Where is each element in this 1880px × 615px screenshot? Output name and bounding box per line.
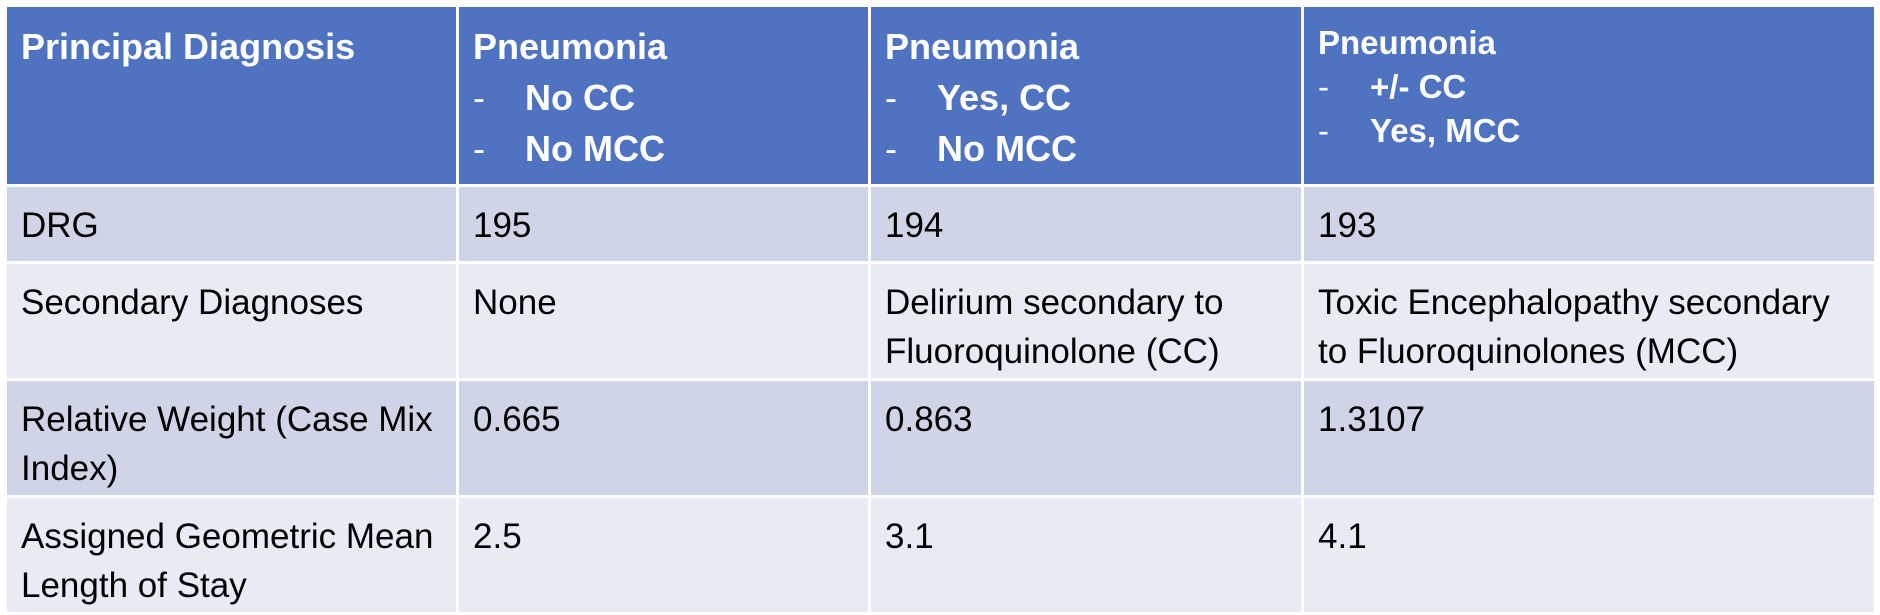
bullet-dash: - (473, 128, 485, 169)
header-subitem-label: No MCC (937, 128, 1077, 169)
drg-comparison-table: Principal Diagnosis Pneumonia - No CC - … (4, 4, 1877, 615)
header-subitem-label: +/- CC (1370, 68, 1467, 105)
header-subitem-label: No MCC (525, 128, 665, 169)
bullet-dash: - (885, 128, 897, 169)
header-subitem: - No CC (473, 72, 854, 123)
bullet-dash: - (473, 77, 485, 118)
header-subitem: - No MCC (885, 123, 1287, 174)
header-subitem-label: Yes, CC (937, 77, 1072, 118)
header-subitem: - Yes, MCC (1318, 109, 1860, 153)
header-subitem-label: No CC (525, 77, 635, 118)
header-principal-diagnosis: Principal Diagnosis (4, 4, 459, 187)
header-subitem: - +/- CC (1318, 65, 1860, 109)
table-row: DRG 195 194 193 (4, 184, 1877, 264)
bullet-dash: - (1318, 112, 1329, 149)
header-subitem-label: Yes, MCC (1370, 112, 1521, 149)
header-column-1: Pneumonia - No CC - No MCC (456, 4, 871, 187)
table-cell: 4.1 (1301, 495, 1877, 615)
table-cell: Delirium secondary to Fluoroquinolone (C… (868, 261, 1304, 381)
header-subitem: - Yes, CC (885, 72, 1287, 123)
row-label: Assigned Geometric Mean Length of Stay (4, 495, 459, 615)
table-cell: 194 (868, 184, 1304, 264)
header-column-title: Pneumonia (885, 26, 1080, 67)
table-cell: 193 (1301, 184, 1877, 264)
table-cell: 1.3107 (1301, 378, 1877, 498)
row-label: DRG (4, 184, 459, 264)
row-label: Relative Weight (Case Mix Index) (4, 378, 459, 498)
table-row: Relative Weight (Case Mix Index) 0.665 0… (4, 378, 1877, 498)
table-row: Assigned Geometric Mean Length of Stay 2… (4, 495, 1877, 615)
table-row: Secondary Diagnoses None Delirium second… (4, 261, 1877, 381)
header-row: Principal Diagnosis Pneumonia - No CC - … (4, 4, 1877, 187)
header-column-2: Pneumonia - Yes, CC - No MCC (868, 4, 1304, 187)
header-column-3: Pneumonia - +/- CC - Yes, MCC (1301, 4, 1877, 187)
table-cell: None (456, 261, 871, 381)
table-cell: 3.1 (868, 495, 1304, 615)
row-label: Secondary Diagnoses (4, 261, 459, 381)
table-cell: 0.665 (456, 378, 871, 498)
bullet-dash: - (885, 77, 897, 118)
table-cell: 195 (456, 184, 871, 264)
table-cell: Toxic Encephalopathy secondary to Fluoro… (1301, 261, 1877, 381)
header-column-title: Pneumonia (473, 26, 668, 67)
table-cell: 2.5 (456, 495, 871, 615)
bullet-dash: - (1318, 68, 1329, 105)
header-principal-label: Principal Diagnosis (21, 26, 356, 67)
header-subitem: - No MCC (473, 123, 854, 174)
header-column-title: Pneumonia (1318, 24, 1496, 61)
table-cell: 0.863 (868, 378, 1304, 498)
